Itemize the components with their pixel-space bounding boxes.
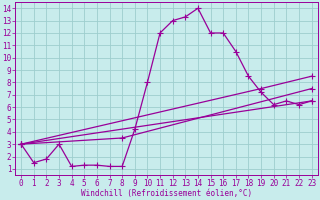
X-axis label: Windchill (Refroidissement éolien,°C): Windchill (Refroidissement éolien,°C): [81, 189, 252, 198]
